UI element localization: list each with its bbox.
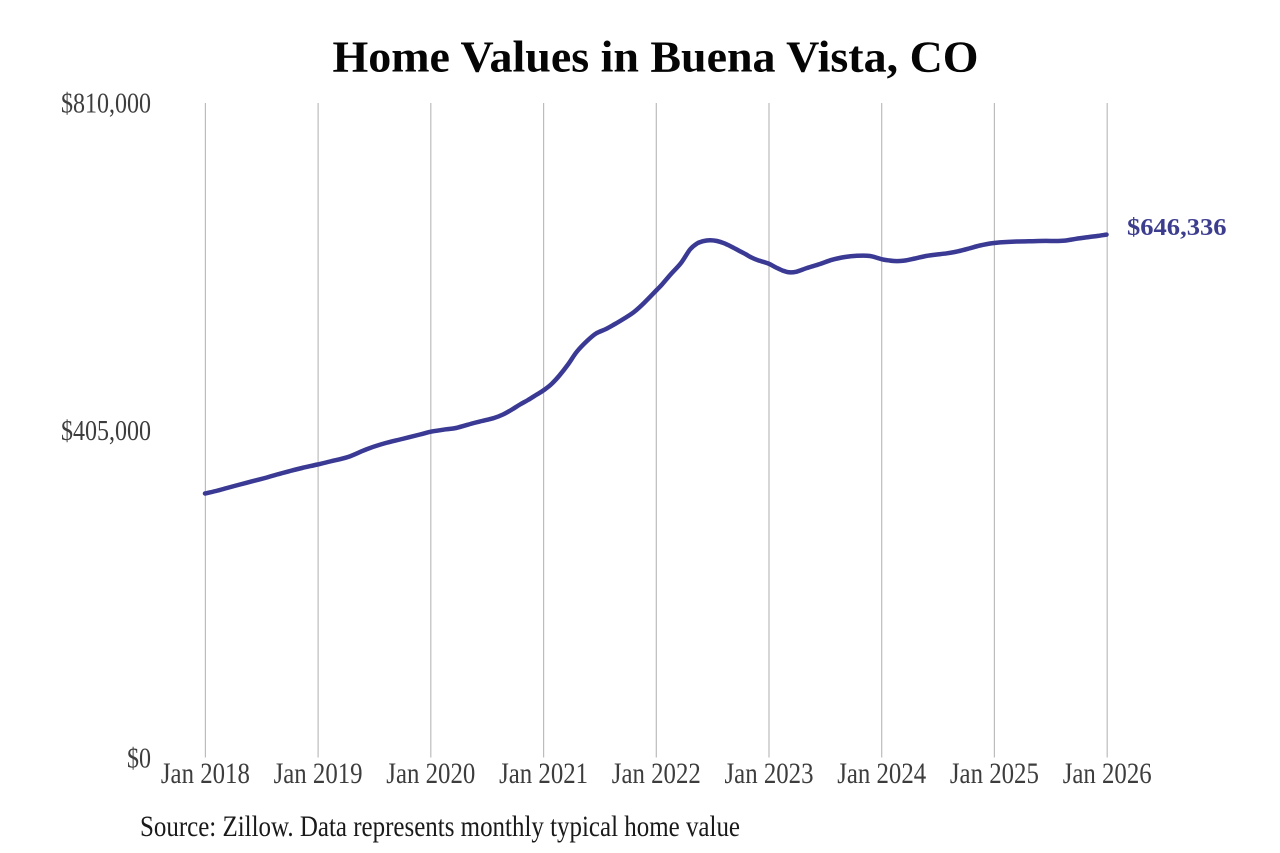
svg-text:Jan 2020: Jan 2020 bbox=[386, 758, 475, 790]
svg-text:Jan 2022: Jan 2022 bbox=[612, 758, 701, 790]
svg-text:Jan 2023: Jan 2023 bbox=[725, 758, 814, 790]
svg-text:$405,000: $405,000 bbox=[61, 416, 151, 447]
svg-text:Jan 2018: Jan 2018 bbox=[161, 758, 250, 790]
svg-text:Jan 2024: Jan 2024 bbox=[837, 758, 926, 790]
svg-text:Source: Zillow. Data represent: Source: Zillow. Data represents monthly … bbox=[140, 811, 740, 843]
svg-text:Home Values in Buena Vista, CO: Home Values in Buena Vista, CO bbox=[333, 32, 979, 82]
svg-text:Jan 2019: Jan 2019 bbox=[274, 758, 363, 790]
svg-text:Jan 2021: Jan 2021 bbox=[499, 758, 588, 790]
svg-text:$0: $0 bbox=[127, 744, 151, 775]
svg-text:$810,000: $810,000 bbox=[61, 89, 151, 120]
svg-text:Jan 2026: Jan 2026 bbox=[1063, 758, 1152, 790]
svg-text:Jan 2025: Jan 2025 bbox=[950, 758, 1039, 790]
svg-text:$646,336: $646,336 bbox=[1127, 215, 1227, 241]
